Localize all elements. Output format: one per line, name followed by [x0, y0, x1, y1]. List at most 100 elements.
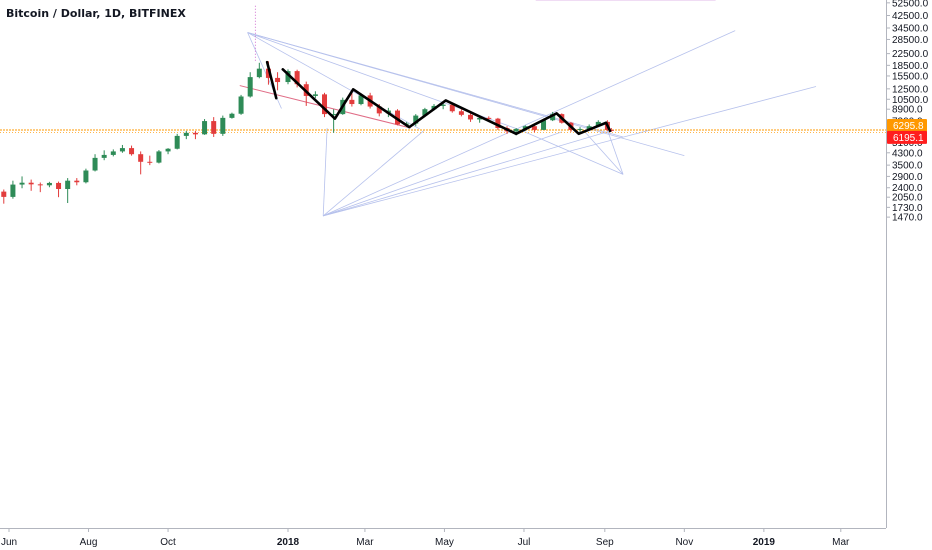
candle — [477, 117, 483, 123]
fib-fan-line — [519, 129, 624, 175]
y-tick-label: 2400.0 — [892, 183, 923, 194]
y-tick-label: 1470.0 — [892, 213, 923, 224]
candle — [256, 62, 262, 79]
y-tick-label: 42500.0 — [892, 11, 929, 22]
candle-body — [376, 106, 382, 114]
candle — [413, 114, 419, 127]
candle — [275, 72, 281, 91]
candle-body — [46, 182, 52, 186]
fib-fan-line — [323, 129, 615, 217]
candle — [28, 179, 34, 191]
candle-body — [449, 104, 455, 112]
candle-body — [83, 170, 89, 183]
x-tick-label: Jun — [1, 537, 17, 548]
time-axis-bg — [0, 528, 932, 550]
candle — [37, 182, 43, 193]
y-tick-label: 15500.0 — [892, 71, 929, 82]
fib-fan-line — [607, 129, 624, 175]
candle — [312, 91, 318, 99]
candle-body — [550, 114, 556, 121]
x-tick-label: Nov — [675, 537, 693, 548]
chart-title: Bitcoin / Dollar, 1D, BITFINEX — [6, 7, 186, 20]
fib-fan-line — [583, 130, 624, 175]
candle-body — [495, 118, 501, 129]
candle-body — [92, 157, 98, 171]
y-tick-label: 2900.0 — [892, 172, 923, 183]
candle — [349, 92, 355, 107]
fib-fan-line — [322, 128, 328, 216]
candle-body — [183, 132, 189, 136]
candle-body — [275, 77, 281, 83]
candle-body — [294, 71, 300, 85]
candle-body — [586, 126, 592, 129]
candle-body — [595, 121, 601, 127]
candle — [1, 189, 7, 204]
candle — [238, 94, 244, 115]
candle-body — [458, 111, 464, 115]
fib-fan-line — [323, 131, 562, 217]
candle-body — [349, 99, 355, 105]
candle-body — [156, 151, 162, 163]
candle-body — [174, 135, 180, 149]
candle — [608, 128, 614, 132]
candle-body — [192, 132, 198, 135]
candle-body — [486, 117, 492, 119]
candle — [247, 72, 253, 98]
y-tick-label: 3500.0 — [892, 161, 923, 172]
zigzag-line — [281, 68, 612, 136]
candle-body — [129, 148, 135, 155]
candle-body — [147, 161, 153, 163]
x-tick-label: Mar — [832, 537, 850, 548]
candle — [147, 155, 153, 166]
candle — [83, 168, 89, 184]
candle-body — [531, 126, 537, 130]
candle-body — [37, 184, 43, 186]
fib-fan-line — [247, 32, 420, 130]
candle-body — [395, 110, 401, 125]
x-tick-label: May — [435, 537, 454, 548]
candle-body — [312, 94, 318, 96]
candle-body — [265, 68, 271, 78]
candle — [46, 181, 52, 188]
candle-body — [285, 71, 291, 83]
candle-body — [477, 117, 483, 120]
y-tick-label: 22500.0 — [892, 49, 929, 60]
candle-body — [608, 129, 614, 131]
x-tick-label: Oct — [160, 537, 176, 548]
candle-body — [229, 113, 235, 118]
candle-body — [1, 191, 7, 197]
y-tick-label: 18500.0 — [892, 61, 929, 72]
candle-body — [56, 182, 62, 190]
candle-body — [119, 148, 125, 152]
price-axis-bg — [886, 0, 932, 550]
x-tick-label: Jul — [518, 537, 531, 548]
y-tick-label: 4300.0 — [892, 148, 923, 159]
y-tick-label: 8900.0 — [892, 105, 923, 116]
y-tick-label: 52500.0 — [892, 0, 929, 9]
candle — [92, 154, 98, 172]
candle-body — [101, 154, 107, 158]
candle-body — [220, 117, 226, 134]
candle — [129, 145, 135, 156]
candle — [110, 149, 116, 157]
candle — [19, 176, 25, 189]
candle-body — [65, 180, 71, 190]
candle-body — [211, 121, 217, 134]
x-tick-label: 2018 — [277, 537, 300, 548]
candle-body — [165, 148, 171, 152]
y-tick-label: 10500.0 — [892, 95, 929, 106]
candle-body — [358, 95, 364, 105]
candle-body — [577, 128, 583, 130]
candle — [202, 119, 208, 135]
candle — [165, 148, 171, 155]
candle-body — [138, 154, 144, 162]
candle-body — [440, 104, 446, 106]
candle — [220, 115, 226, 136]
candle — [174, 133, 180, 150]
candle-body — [468, 114, 474, 120]
candle-body — [541, 120, 547, 130]
candle — [395, 109, 401, 126]
candle-body — [10, 184, 16, 197]
candle-body — [513, 128, 519, 132]
